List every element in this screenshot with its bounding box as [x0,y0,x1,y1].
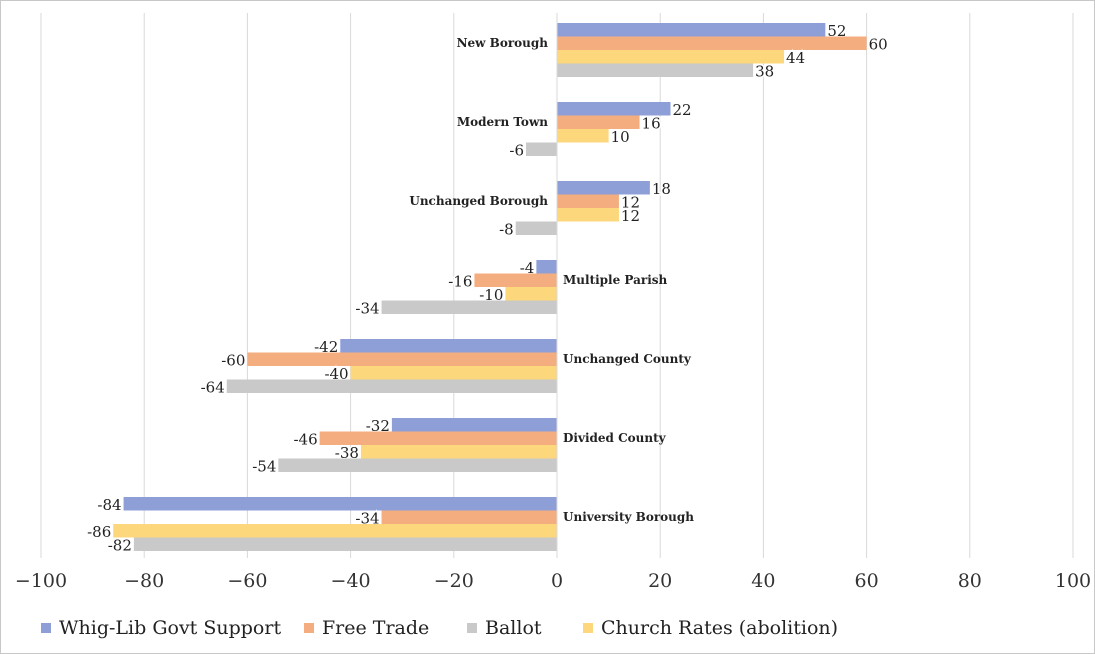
data-label: -86 [87,523,111,541]
bar-new-borough-whig-lib-govt-support [557,23,826,37]
data-label: 52 [827,22,846,40]
bar-unchanged-borough-ballot [515,221,557,235]
legend-label-free-trade: Free Trade [322,617,430,639]
bar-university-borough-free-trade [381,510,557,524]
data-label: 38 [755,62,774,80]
x-tick-label: 60 [855,570,879,592]
category-label-unchanged-county: Unchanged County [563,352,692,366]
legend-label-church-rates: Church Rates (abolition) [601,617,839,639]
data-label: -4 [520,259,535,277]
x-tick-label: −20 [434,570,474,592]
data-label: -40 [324,365,348,383]
bar-divided-county-ballot [278,458,557,472]
data-label: -82 [108,536,132,554]
data-label: -32 [366,417,390,435]
legend-item-whig-lib: Whig-Lib Govt Support [41,617,281,639]
legend-swatch-free-trade [304,623,314,633]
bar-university-borough-ballot [133,537,557,551]
legend-swatch-whig-lib [41,623,51,633]
data-label: -6 [509,141,524,159]
data-label: -60 [221,351,245,369]
bar-unchanged-county-whig-lib-govt-support [340,339,557,353]
bar-unchanged-county-church-rates-abolition [350,366,557,380]
category-label-unchanged-borough: Unchanged Borough [409,194,548,208]
data-label: -84 [97,496,121,514]
bar-new-borough-church-rates-abolition [557,50,785,64]
bar-university-borough-church-rates-abolition [113,524,558,538]
data-label: 60 [869,35,888,53]
legend: Whig-Lib Govt Support Free Trade Ballot … [1,613,1094,643]
legend-item-free-trade: Free Trade [304,617,429,639]
bar-divided-county-whig-lib-govt-support [391,418,557,432]
bar-multiple-parish-free-trade [474,273,557,287]
data-label: -34 [355,299,379,317]
data-label: 12 [621,207,640,225]
x-tick-label: 40 [751,570,775,592]
category-label-multiple-parish: Multiple Parish [563,273,668,287]
x-tick-label: 100 [1055,570,1091,592]
data-label: -64 [201,378,225,396]
bar-divided-county-free-trade [319,431,557,445]
x-tick-label: −40 [331,570,371,592]
data-label: 44 [786,49,805,67]
data-label: 10 [611,128,630,146]
bar-chart: −100 −80 −60 −40 −20 0 20 40 60 80 100 52 60 44 38 New … [15,13,1091,592]
bar-modern-town-ballot [526,142,557,156]
data-label: -34 [355,509,379,527]
legend-item-ballot: Ballot [467,617,542,639]
bar-unchanged-borough-whig-lib-govt-support [557,181,650,195]
data-label: -38 [335,444,359,462]
bar-new-borough-ballot [557,63,754,77]
bar-multiple-parish-whig-lib-govt-support [536,260,557,274]
legend-item-church-rates: Church Rates (abolition) [583,617,838,639]
data-label: -16 [448,272,472,290]
x-tick-label: 80 [958,570,982,592]
legend-label-whig-lib: Whig-Lib Govt Support [59,617,282,639]
data-label: 16 [642,114,661,132]
data-label: 18 [652,180,671,198]
data-label: 12 [621,193,640,211]
legend-label-ballot: Ballot [485,617,542,639]
category-label-divided-county: Divided County [563,431,667,445]
data-label: -10 [479,286,503,304]
bar-multiple-parish-church-rates-abolition [505,287,557,301]
bar-multiple-parish-ballot [381,300,557,314]
bar-unchanged-borough-free-trade [557,194,619,208]
category-label-university-borough: University Borough [563,510,694,524]
x-tick-label: −100 [15,570,67,592]
bar-unchanged-county-free-trade [247,352,557,366]
bar-university-borough-whig-lib-govt-support [123,497,557,511]
bar-unchanged-county-ballot [226,379,557,393]
legend-swatch-ballot [467,623,477,633]
data-label: -46 [293,430,317,448]
data-label: 22 [673,101,692,119]
x-tick-label: 20 [648,570,672,592]
legend-swatch-church-rates [583,623,593,633]
bar-new-borough-free-trade [557,36,867,50]
bar-modern-town-church-rates-abolition [557,129,609,143]
bar-modern-town-whig-lib-govt-support [557,102,671,116]
bar-modern-town-free-trade [557,115,640,129]
bar-divided-county-church-rates-abolition [360,445,557,459]
data-label: -42 [314,338,338,356]
x-tick-label: −60 [227,570,267,592]
data-label: -8 [499,220,514,238]
x-tick-label: −80 [124,570,164,592]
category-label-modern-town: Modern Town [457,115,548,129]
category-label-new-borough: New Borough [457,36,549,50]
bar-unchanged-borough-church-rates-abolition [557,208,619,222]
data-label: -54 [252,457,276,475]
x-tick-label: 0 [551,570,563,592]
